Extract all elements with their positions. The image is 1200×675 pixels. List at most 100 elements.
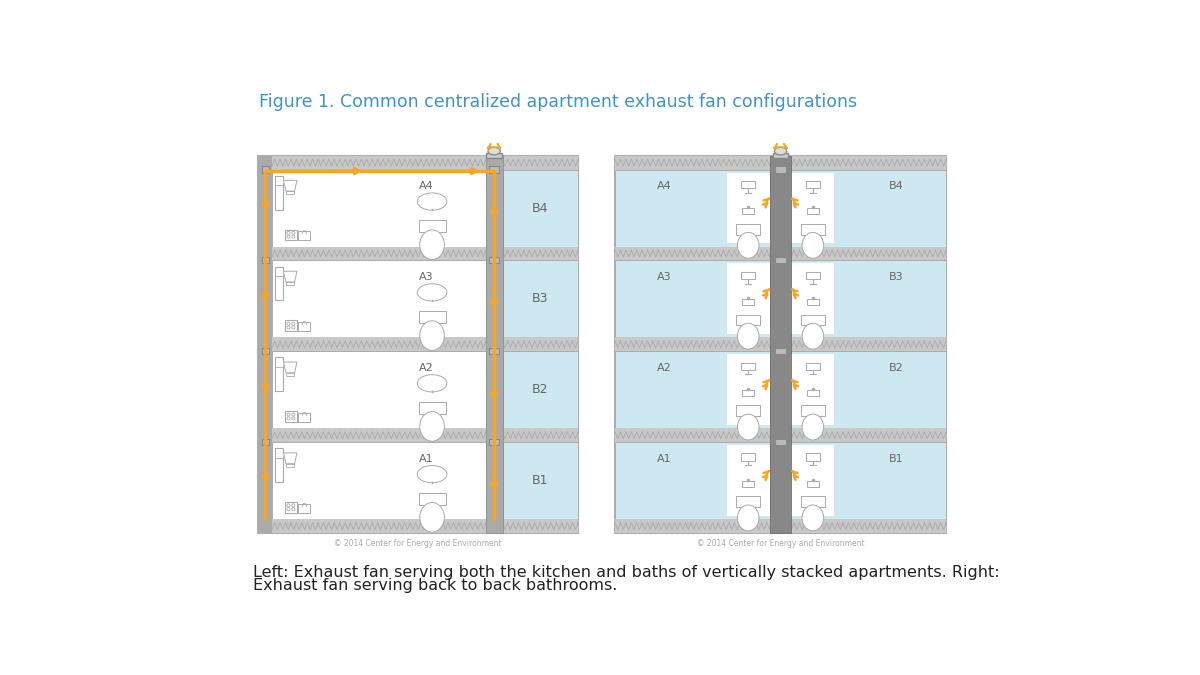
Bar (258, 519, 578, 533)
Bar (616, 169, 769, 246)
Bar (276, 358, 283, 391)
Text: Figure 1. Common centralized apartment exhaust fan configurations: Figure 1. Common centralized apartment e… (259, 92, 857, 111)
Bar (258, 156, 578, 533)
Bar (503, 261, 578, 338)
Circle shape (287, 235, 290, 238)
Bar (263, 257, 269, 263)
Bar (419, 402, 445, 414)
Bar (616, 246, 946, 261)
Bar (287, 464, 294, 467)
Ellipse shape (802, 232, 823, 259)
Text: B2: B2 (889, 363, 904, 373)
Bar (806, 454, 820, 461)
Bar (272, 169, 486, 246)
Bar (258, 156, 578, 169)
Bar (490, 257, 499, 263)
Bar (742, 389, 755, 396)
Bar (284, 321, 296, 331)
Bar (802, 406, 824, 416)
Circle shape (292, 416, 295, 420)
Bar (258, 338, 578, 351)
Bar (503, 351, 578, 428)
Ellipse shape (420, 502, 444, 532)
Bar (806, 362, 820, 370)
Bar (616, 156, 946, 533)
Ellipse shape (488, 147, 500, 155)
Bar (775, 439, 786, 446)
Ellipse shape (420, 412, 444, 441)
Ellipse shape (738, 323, 758, 349)
Bar (263, 439, 269, 446)
Bar (284, 230, 296, 240)
Text: A4: A4 (419, 182, 433, 192)
Polygon shape (283, 362, 296, 373)
Bar (737, 223, 760, 234)
Bar (616, 519, 946, 533)
Polygon shape (283, 180, 296, 191)
Bar (727, 446, 769, 516)
Bar (258, 428, 578, 442)
Bar (258, 246, 578, 261)
Bar (791, 169, 946, 246)
Bar (263, 348, 269, 354)
Text: B1: B1 (889, 454, 904, 464)
Circle shape (287, 322, 290, 325)
Text: A3: A3 (419, 272, 433, 282)
Bar (272, 261, 486, 338)
Bar (616, 261, 769, 338)
Ellipse shape (418, 284, 446, 301)
Text: A2: A2 (658, 363, 672, 373)
Ellipse shape (802, 414, 823, 440)
Bar (490, 348, 499, 354)
Text: A1: A1 (658, 454, 672, 464)
Bar (791, 442, 946, 519)
Polygon shape (283, 271, 296, 282)
Bar (287, 373, 294, 376)
Bar (806, 271, 820, 279)
Bar (490, 167, 499, 173)
Bar (276, 176, 283, 210)
Bar (791, 263, 834, 334)
Circle shape (292, 508, 295, 511)
Text: Left: Exhaust fan serving both the kitchen and baths of vertically stacked apart: Left: Exhaust fan serving both the kitch… (253, 564, 1000, 580)
Bar (742, 271, 755, 279)
Ellipse shape (802, 323, 823, 349)
Circle shape (287, 232, 290, 234)
Bar (419, 493, 445, 505)
Bar (775, 348, 786, 354)
Ellipse shape (802, 505, 823, 531)
Ellipse shape (738, 414, 758, 440)
Text: B3: B3 (532, 292, 548, 305)
Bar (616, 338, 946, 351)
Ellipse shape (420, 321, 444, 350)
Bar (737, 315, 760, 325)
Bar (802, 223, 824, 234)
Circle shape (292, 232, 295, 234)
Ellipse shape (420, 230, 444, 259)
Bar (791, 351, 946, 428)
Bar (419, 220, 445, 232)
Text: © 2014 Center for Energy and Environment: © 2014 Center for Energy and Environment (335, 539, 502, 548)
Circle shape (287, 504, 290, 507)
Text: B3: B3 (889, 272, 904, 282)
Ellipse shape (418, 466, 446, 483)
Text: A1: A1 (419, 454, 433, 464)
Circle shape (292, 326, 295, 329)
Bar (272, 351, 486, 428)
Circle shape (287, 413, 290, 416)
Text: A3: A3 (658, 272, 672, 282)
Circle shape (287, 416, 290, 420)
Circle shape (292, 235, 295, 238)
Bar (276, 448, 283, 482)
Bar (727, 263, 769, 334)
Text: © 2014 Center for Energy and Environment: © 2014 Center for Energy and Environment (697, 539, 864, 548)
Bar (299, 504, 311, 513)
Bar (276, 267, 283, 300)
Bar (272, 442, 486, 519)
Circle shape (292, 504, 295, 507)
Circle shape (292, 322, 295, 325)
Bar (775, 167, 786, 173)
Bar (486, 156, 503, 533)
Bar (737, 496, 760, 507)
Bar (742, 481, 755, 487)
